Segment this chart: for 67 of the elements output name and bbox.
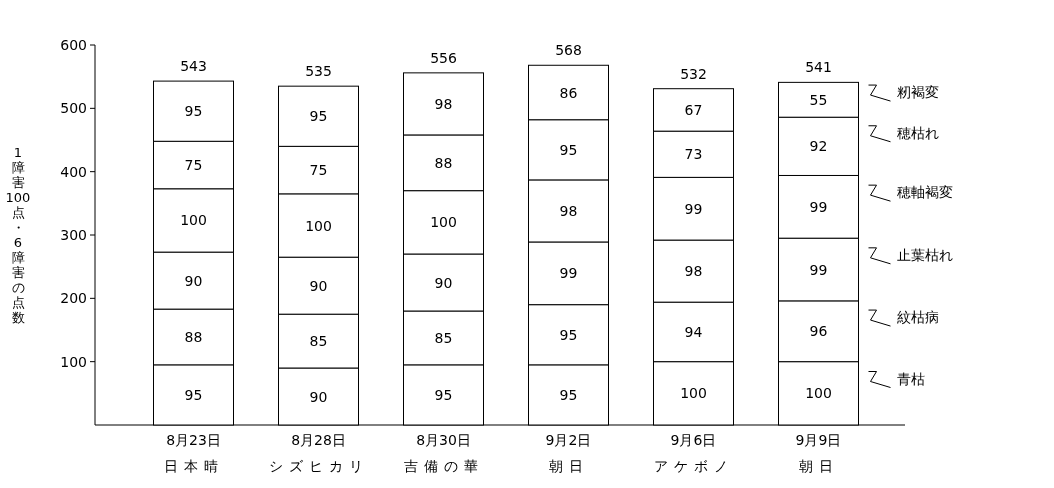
data-label: 100 xyxy=(680,385,707,402)
data-label: 92 xyxy=(809,138,828,155)
x-tick-label: 8月30日 xyxy=(416,432,471,448)
data-label: 99 xyxy=(684,200,703,217)
legend-label: 止葉枯れ xyxy=(896,246,953,263)
y-tick-label: 400 xyxy=(60,163,87,180)
text: 1障害100点・6障害の点数 xyxy=(5,145,31,325)
text: 日本晴 xyxy=(163,458,224,474)
data-label: 98 xyxy=(434,95,453,112)
data-label: 88 xyxy=(434,154,453,171)
data-label: 98 xyxy=(684,263,703,280)
text: シズヒカリ xyxy=(268,458,369,474)
data-label: 88 xyxy=(184,328,203,345)
x-tick-label: 9月6日 xyxy=(670,432,717,448)
data-label: 94 xyxy=(684,323,703,340)
data-label: 99 xyxy=(809,198,828,215)
data-label: 100 xyxy=(180,212,207,229)
data-label: 99 xyxy=(559,265,578,282)
data-label: 100 xyxy=(430,214,457,231)
total-label: 543 xyxy=(180,58,207,75)
total-label: 541 xyxy=(805,59,832,76)
data-label: 95 xyxy=(559,141,578,158)
legend-label: 穂軸褐変 xyxy=(896,184,953,201)
y-tick-label: 100 xyxy=(60,353,87,370)
data-label: 96 xyxy=(809,323,828,340)
text: 朝日 xyxy=(548,458,589,474)
data-label: 85 xyxy=(309,333,328,350)
data-label: 90 xyxy=(434,274,453,291)
data-label: 95 xyxy=(309,108,328,125)
data-label: 100 xyxy=(805,385,832,402)
y-tick-label: 200 xyxy=(60,290,87,307)
data-label: 85 xyxy=(434,329,453,346)
data-label: 95 xyxy=(434,386,453,403)
data-label: 98 xyxy=(559,202,578,219)
text: 吉備の華 xyxy=(403,458,484,474)
data-label: 55 xyxy=(809,91,828,108)
legend-label: 籾褐変 xyxy=(896,84,939,101)
total-label: 568 xyxy=(555,42,582,59)
y-tick-label: 300 xyxy=(60,227,87,243)
x-tick-label: 9月2日 xyxy=(545,432,592,448)
legend-label: 穂枯れ xyxy=(896,124,939,141)
data-label: 90 xyxy=(184,272,203,289)
data-label: 100 xyxy=(305,217,332,234)
data-label: 99 xyxy=(809,261,828,278)
text: 朝日 xyxy=(798,458,839,474)
data-label: 95 xyxy=(559,326,578,343)
data-label: 67 xyxy=(684,101,703,118)
y-tick-label: 500 xyxy=(60,100,87,117)
data-label: 95 xyxy=(184,103,203,120)
text: アケボノ xyxy=(653,458,734,474)
legend-label: 紋枯病 xyxy=(896,309,939,326)
data-label: 75 xyxy=(309,162,328,179)
data-label: 86 xyxy=(559,84,578,101)
total-label: 556 xyxy=(430,49,457,66)
total-label: 535 xyxy=(305,63,332,80)
x-tick-label: 8月28日 xyxy=(291,432,346,448)
y-tick-label: 600 xyxy=(60,37,87,53)
data-label: 75 xyxy=(184,157,203,174)
total-label: 532 xyxy=(680,65,707,82)
data-label: 90 xyxy=(309,388,328,405)
legend-label: 青枯 xyxy=(896,370,925,387)
x-tick-label: 9月9日 xyxy=(795,432,842,448)
data-label: 73 xyxy=(684,146,703,163)
data-label: 95 xyxy=(559,386,578,403)
data-label: 90 xyxy=(309,277,328,294)
data-label: 95 xyxy=(184,386,203,403)
x-tick-label: 8月23日 xyxy=(166,432,221,448)
